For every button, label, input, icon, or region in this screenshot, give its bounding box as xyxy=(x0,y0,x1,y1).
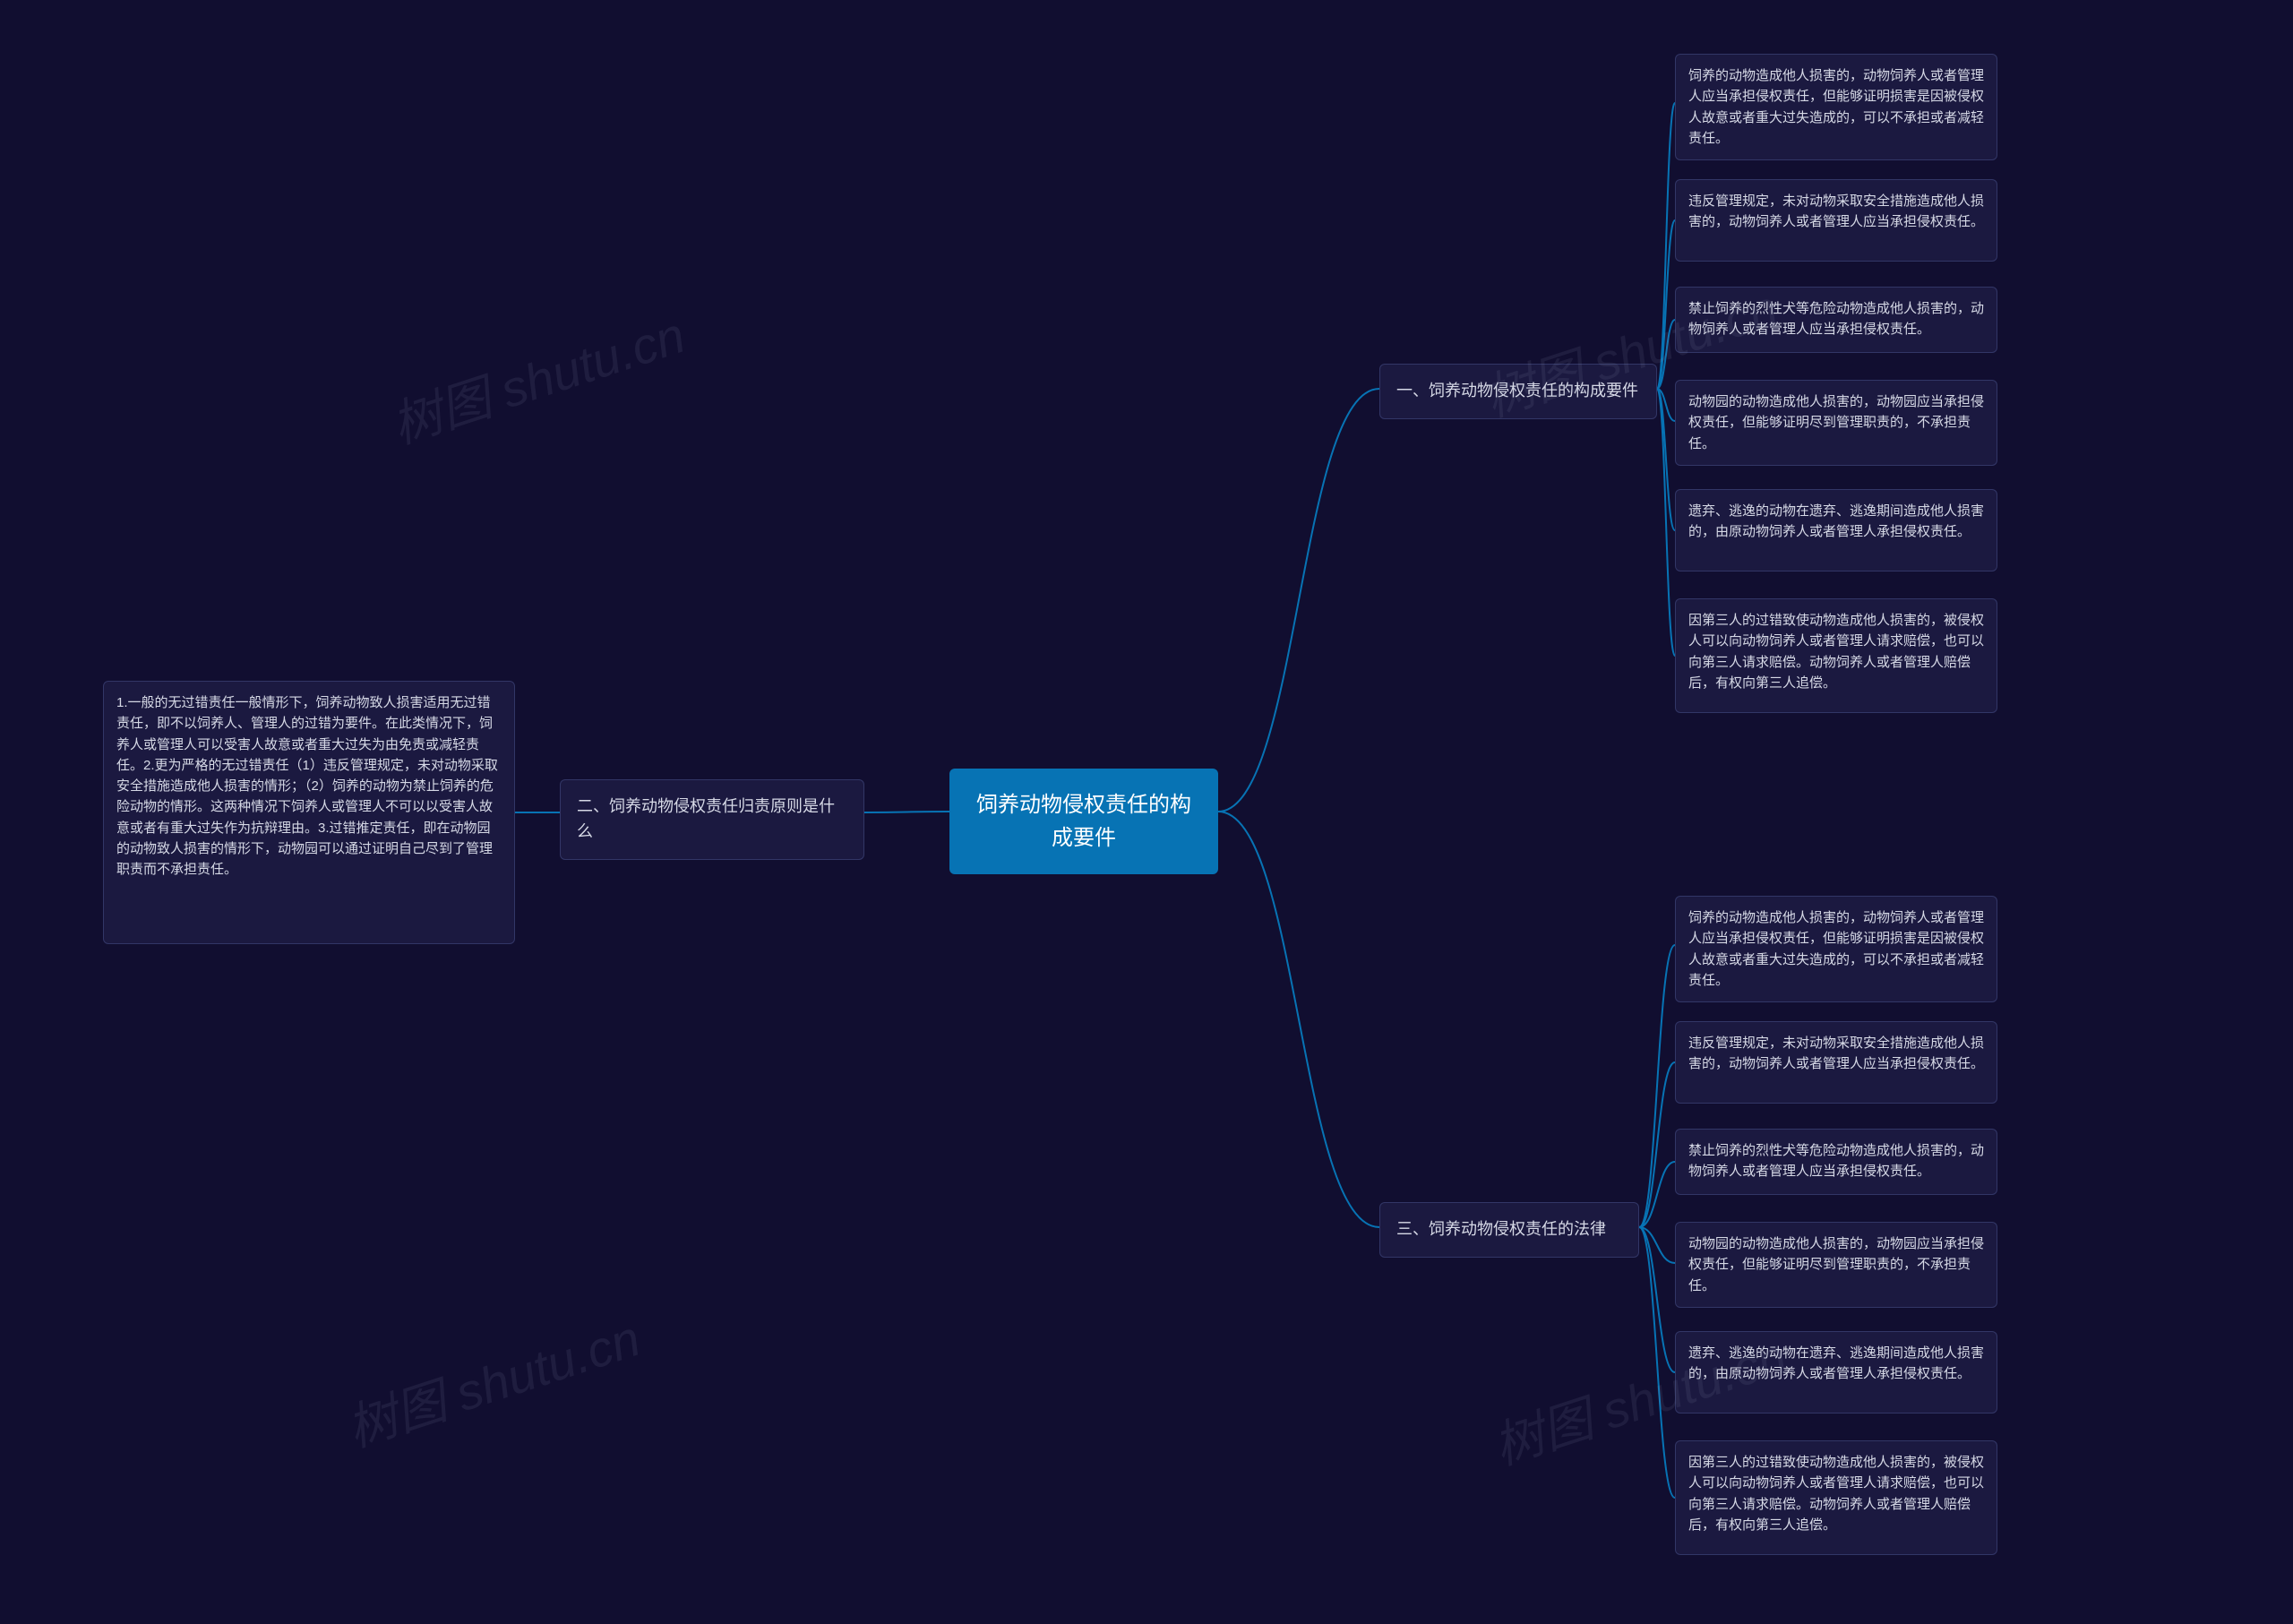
branch-label: 二、饲养动物侵权责任归责原则是什么 xyxy=(577,797,835,840)
leaf-node[interactable]: 遗弃、逃逸的动物在遗弃、逃逸期间造成他人损害的，由原动物饲养人或者管理人承担侵权… xyxy=(1675,1331,1997,1413)
branch-node-1[interactable]: 一、饲养动物侵权责任的构成要件 xyxy=(1379,364,1657,419)
leaf-node[interactable]: 动物园的动物造成他人损害的，动物园应当承担侵权责任，但能够证明尽到管理职责的，不… xyxy=(1675,380,1997,466)
branch-label: 一、饲养动物侵权责任的构成要件 xyxy=(1396,382,1638,400)
leaf-text: 违反管理规定，未对动物采取安全措施造成他人损害的，动物饲养人或者管理人应当承担侵… xyxy=(1688,1035,1984,1071)
leaf-text: 禁止饲养的烈性犬等危险动物造成他人损害的，动物饲养人或者管理人应当承担侵权责任。 xyxy=(1688,1143,1984,1179)
leaf-text: 禁止饲养的烈性犬等危险动物造成他人损害的，动物饲养人或者管理人应当承担侵权责任。 xyxy=(1688,301,1984,337)
leaf-node[interactable]: 违反管理规定，未对动物采取安全措施造成他人损害的，动物饲养人或者管理人应当承担侵… xyxy=(1675,1021,1997,1104)
leaf-node[interactable]: 动物园的动物造成他人损害的，动物园应当承担侵权责任，但能够证明尽到管理职责的，不… xyxy=(1675,1222,1997,1308)
leaf-node[interactable]: 饲养的动物造成他人损害的，动物饲养人或者管理人应当承担侵权责任，但能够证明损害是… xyxy=(1675,54,1997,160)
leaf-node[interactable]: 因第三人的过错致使动物造成他人损害的，被侵权人可以向动物饲养人或者管理人请求赔偿… xyxy=(1675,1440,1997,1555)
leaf-node[interactable]: 因第三人的过错致使动物造成他人损害的，被侵权人可以向动物饲养人或者管理人请求赔偿… xyxy=(1675,598,1997,713)
branch-node-3[interactable]: 三、饲养动物侵权责任的法律 xyxy=(1379,1202,1639,1258)
leaf-node[interactable]: 遗弃、逃逸的动物在遗弃、逃逸期间造成他人损害的，由原动物饲养人或者管理人承担侵权… xyxy=(1675,489,1997,571)
watermark: 树图 shutu.cn xyxy=(337,1299,648,1462)
root-label: 饲养动物侵权责任的构成要件 xyxy=(976,793,1191,850)
leaf-text: 遗弃、逃逸的动物在遗弃、逃逸期间造成他人损害的，由原动物饲养人或者管理人承担侵权… xyxy=(1688,503,1984,539)
leaf-text: 违反管理规定，未对动物采取安全措施造成他人损害的，动物饲养人或者管理人应当承担侵… xyxy=(1688,193,1984,229)
leaf-text: 动物园的动物造成他人损害的，动物园应当承担侵权责任，但能够证明尽到管理职责的，不… xyxy=(1688,394,1984,451)
leaf-text: 1.一般的无过错责任一般情形下，饲养动物致人损害适用无过错责任，即不以饲养人、管… xyxy=(116,695,498,877)
branch-label: 三、饲养动物侵权责任的法律 xyxy=(1396,1220,1606,1238)
leaf-node[interactable]: 违反管理规定，未对动物采取安全措施造成他人损害的，动物饲养人或者管理人应当承担侵… xyxy=(1675,179,1997,262)
branch-node-2[interactable]: 二、饲养动物侵权责任归责原则是什么 xyxy=(560,779,864,860)
leaf-node[interactable]: 禁止饲养的烈性犬等危险动物造成他人损害的，动物饲养人或者管理人应当承担侵权责任。 xyxy=(1675,1129,1997,1195)
leaf-node[interactable]: 1.一般的无过错责任一般情形下，饲养动物致人损害适用无过错责任，即不以饲养人、管… xyxy=(103,681,515,944)
leaf-node[interactable]: 禁止饲养的烈性犬等危险动物造成他人损害的，动物饲养人或者管理人应当承担侵权责任。 xyxy=(1675,287,1997,353)
leaf-text: 遗弃、逃逸的动物在遗弃、逃逸期间造成他人损害的，由原动物饲养人或者管理人承担侵权… xyxy=(1688,1345,1984,1381)
leaf-text: 因第三人的过错致使动物造成他人损害的，被侵权人可以向动物饲养人或者管理人请求赔偿… xyxy=(1688,613,1984,691)
leaf-node[interactable]: 饲养的动物造成他人损害的，动物饲养人或者管理人应当承担侵权责任，但能够证明损害是… xyxy=(1675,896,1997,1002)
watermark: 树图 shutu.cn xyxy=(382,296,693,459)
leaf-text: 因第三人的过错致使动物造成他人损害的，被侵权人可以向动物饲养人或者管理人请求赔偿… xyxy=(1688,1455,1984,1533)
root-node[interactable]: 饲养动物侵权责任的构成要件 xyxy=(949,769,1218,874)
leaf-text: 动物园的动物造成他人损害的，动物园应当承担侵权责任，但能够证明尽到管理职责的，不… xyxy=(1688,1236,1984,1293)
leaf-text: 饲养的动物造成他人损害的，动物饲养人或者管理人应当承担侵权责任，但能够证明损害是… xyxy=(1688,910,1984,988)
leaf-text: 饲养的动物造成他人损害的，动物饲养人或者管理人应当承担侵权责任，但能够证明损害是… xyxy=(1688,68,1984,146)
